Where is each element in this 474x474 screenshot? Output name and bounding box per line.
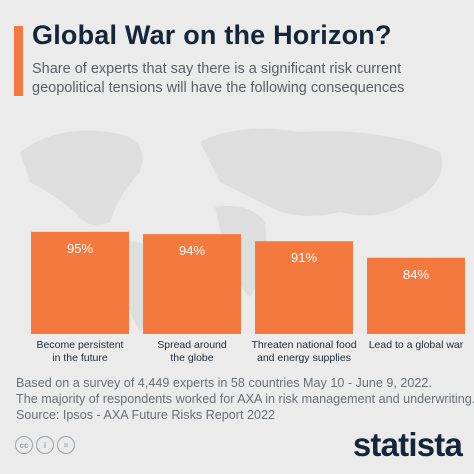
bar-3 — [367, 257, 465, 334]
chart-subtitle: Share of experts that say there is a sig… — [32, 61, 405, 96]
category-label-1-1: the globe — [170, 352, 213, 364]
category-label-3-0: Lead to a global war — [369, 339, 464, 351]
value-label-2: 91% — [291, 250, 317, 265]
value-label-1: 94% — [179, 243, 205, 258]
statista-logo[interactable]: statista — [352, 426, 463, 463]
value-label-3: 84% — [403, 267, 429, 282]
creative-commons-icon[interactable]: cc — [15, 436, 33, 454]
bar-0 — [31, 231, 129, 334]
no-derivatives-icon[interactable]: = — [57, 436, 75, 454]
value-label-0: 95% — [67, 241, 93, 256]
footnote: Based on a survey of 4,449 experts in 58… — [16, 375, 474, 423]
chart-title: Global War on the Horizon? — [32, 20, 392, 50]
category-label-2-1: and energy supplies — [257, 352, 351, 364]
bar-1 — [143, 234, 241, 334]
world-map-background — [20, 128, 442, 332]
footnote-respondents: The majority of respondents worked for A… — [16, 392, 474, 406]
category-label-2-0: Threaten national food — [251, 339, 356, 351]
category-label-1-0: Spread around — [157, 339, 227, 351]
footnote-survey: Based on a survey of 4,449 experts in 58… — [16, 376, 432, 390]
license-icons: cc i = — [15, 436, 75, 454]
bar-2 — [255, 241, 353, 334]
attribution-icon[interactable]: i — [36, 436, 54, 454]
title-accent-bar — [14, 26, 23, 96]
footnote-source: Source: Ipsos - AXA Future Risks Report … — [16, 408, 275, 422]
category-label-0-1: in the future — [52, 352, 108, 364]
category-label-0-0: Become persistent — [37, 339, 124, 351]
